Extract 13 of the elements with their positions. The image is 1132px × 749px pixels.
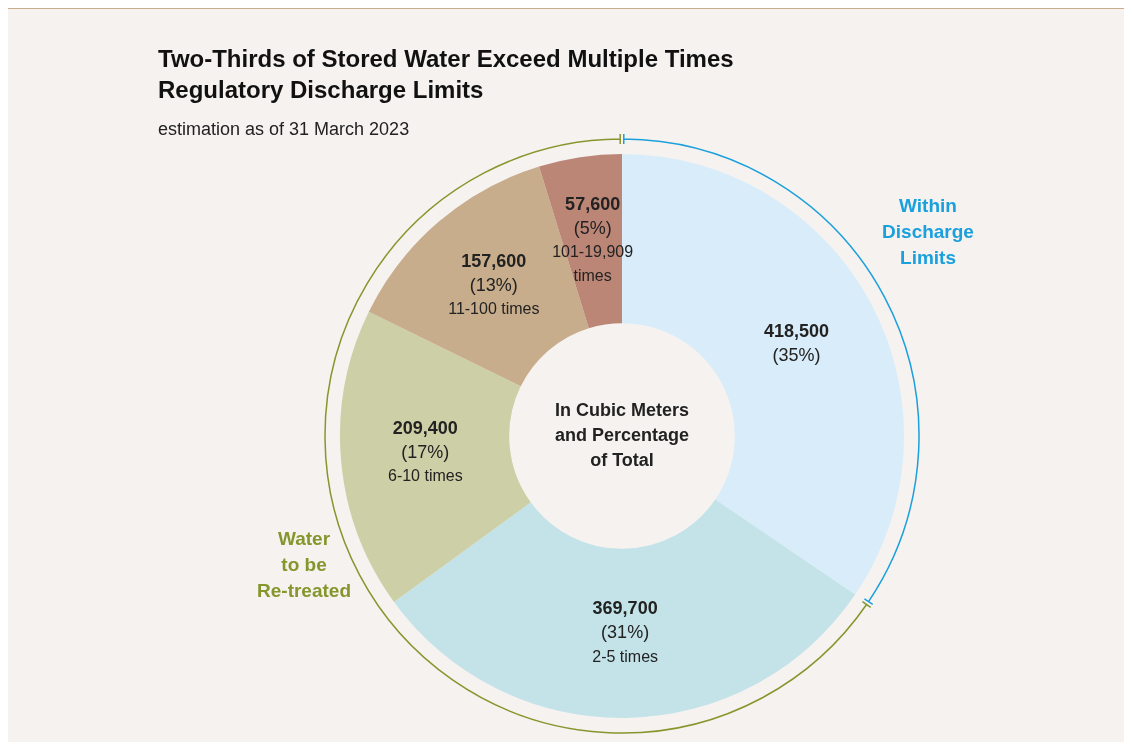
data-label: 369,700 (31%) xyxy=(592,598,658,643)
data-label: 418,500 (35%) xyxy=(763,320,830,365)
text: Water to be Re-treated xyxy=(257,528,351,602)
chart-title: Two-Thirds of Stored Water Exceed Multiple Times Regulatory Discharge Limits xyxy=(158,44,735,105)
text: In Cubic Meters and Percentage of Total xyxy=(554,399,690,470)
data-label: 57,600 (5%) xyxy=(565,193,621,238)
slice-label: 6-10 times xyxy=(387,467,463,485)
slice-label: 11-100 times xyxy=(448,300,540,318)
text: Within Discharge Limits xyxy=(882,195,974,269)
slice-label: 2-5 times xyxy=(592,647,659,665)
chart-subtitle: estimation as of 31 March 2023 xyxy=(158,119,410,140)
data-label: 209,400 (17%) xyxy=(392,418,458,463)
data-label: 157,600 (13%) xyxy=(461,250,527,295)
